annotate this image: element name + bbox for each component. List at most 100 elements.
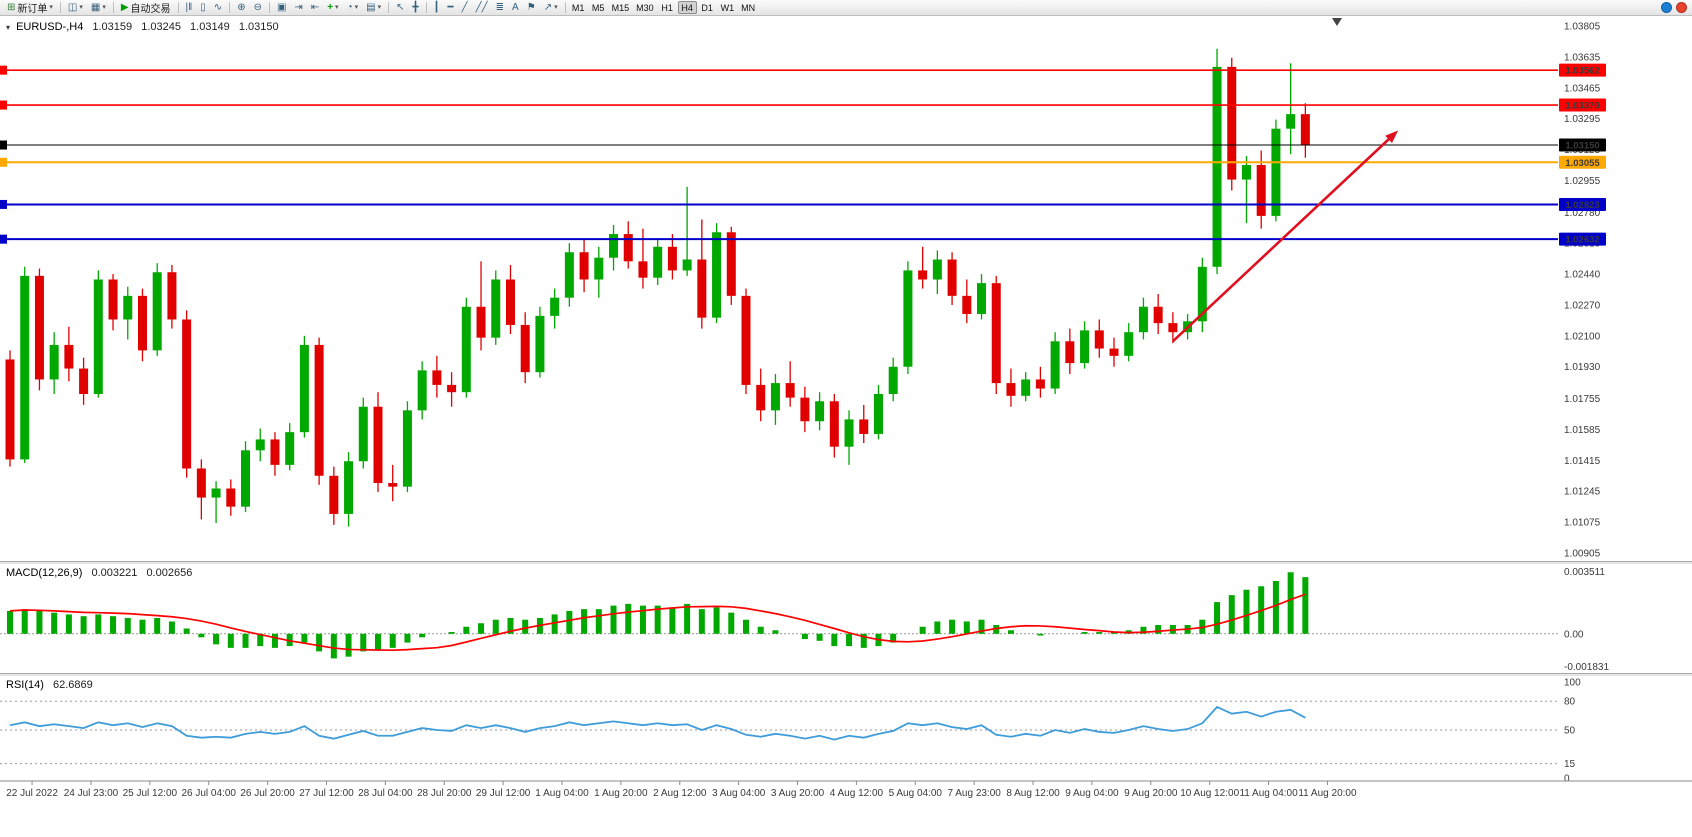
cursor-button[interactable]: ↖ [392,1,408,15]
time-axis-label: 29 Jul 12:00 [476,788,531,799]
candle-bull [653,246,663,278]
bar-chart-icon: |‖ [185,1,193,13]
tile-windows-button[interactable]: ▣ [273,1,290,15]
price-axis-label: 1.01755 [1564,394,1601,405]
status-icon-red[interactable] [1676,2,1687,13]
candle-bull [932,259,942,280]
chart-canvas[interactable]: 1.038051.036351.034651.032951.031251.029… [0,16,1692,837]
panel-separator [0,674,1692,676]
time-axis-label: 26 Jul 20:00 [240,788,295,799]
symbol-timeframe-label: EURUSD-,H4 [16,21,84,33]
candle-bull [1080,330,1090,364]
timeframe-button-h4[interactable]: H4 [677,1,697,14]
candle-bull [682,259,692,271]
horizontal-line-button[interactable]: ━ [444,1,458,15]
toolbar-separator [59,2,61,13]
candle-bear [314,344,324,476]
timeframe-button-m5[interactable]: M5 [591,2,605,13]
panel-separator[interactable] [0,561,1692,562]
time-axis-label: 25 Jul 12:00 [123,788,178,799]
candle-bear [1168,323,1178,333]
candle-bull [285,432,295,465]
trend-arrow[interactable] [1171,138,1390,343]
arrows-button[interactable]: ↗ ▾ [540,1,562,15]
chevron-down-icon: ▾ [354,4,359,11]
candle-bear [432,370,442,385]
candle-bull [844,419,854,447]
auto-scroll-button[interactable]: ⇥ [290,1,306,15]
zoom-in-button[interactable]: ⊕ [233,1,249,15]
candle-bear [137,295,147,351]
chart-shift-button[interactable]: ⇤ [307,1,323,15]
text-button[interactable]: A [508,1,523,15]
time-axis-label: 1 Aug 04:00 [535,788,589,799]
level-left-tag-resistance-1 [0,65,7,75]
price-tag-resistance-1 [1559,63,1606,77]
vertical-line-button[interactable]: ┃ [430,1,444,15]
chart-shift-marker[interactable] [1332,18,1342,26]
candle-bear [726,232,736,296]
timeframe-button-w1[interactable]: W1 [720,2,735,13]
timeframe-button-m30[interactable]: M30 [636,2,654,13]
time-axis-label: 11 Aug 04:00 [1239,788,1298,799]
timeframe-button-h1[interactable]: H1 [661,2,673,13]
macd-indicator-title: MACD(12,26,9) 0.003221 0.002656 [6,567,192,579]
timeframe-button-m1[interactable]: M1 [571,2,585,13]
panel-separator[interactable] [0,673,1692,674]
timeframe-button-mn[interactable]: MN [741,2,756,13]
candlestick-chart-button[interactable]: ▯ [196,1,210,15]
candle-bear [373,406,383,484]
candle-bull [594,257,604,280]
symbol-dropdown-icon[interactable]: ▾ [6,23,11,32]
time-axis-label: 27 Jul 12:00 [299,788,354,799]
candle-bull [550,297,560,316]
channel-button[interactable]: ╱╱ [472,1,492,15]
time-axis-label: 8 Aug 12:00 [1006,788,1060,799]
crosshair-button[interactable]: ╋ [408,1,422,15]
candle-bear [859,419,869,434]
price-axis-label: 1.02270 [1564,300,1601,311]
new-chart-button[interactable]: ◫ ▾ [64,1,87,15]
status-icon-blue[interactable] [1661,2,1672,13]
level-left-tag-resistance-2 [0,100,7,110]
candle-bear [270,439,280,465]
chart-title: ▾ EURUSD-,H4 1.03159 1.03245 1.03149 1.0… [6,21,279,33]
price-tag-support-1 [1559,197,1606,211]
price-axis-label: 1.03465 [1564,83,1601,94]
candle-bull [299,344,309,433]
price-tag-label-support-2: 1.02632 [1565,235,1599,246]
candlestick-icon: ▯ [200,1,206,13]
price-axis-label: 1.02955 [1564,176,1601,187]
price-tag-label-pivot-line: 1.03055 [1565,158,1600,169]
candle-bear [476,306,486,338]
templates-button[interactable]: ▤ ▾ [362,1,385,15]
timeframe-button-d1[interactable]: D1 [701,2,713,13]
level-left-tag-support-2 [0,234,7,244]
price-axis-label: 1.03635 [1564,52,1601,63]
toolbar: ⊞ 新订单 ▾ ◫ ▾ ▦ ▾ ▶ 自动交易 |‖ ▯ ∿ ⊕ ⊖ ▣ ⇥ ⇤ … [0,0,1692,16]
zoom-out-button[interactable]: ⊖ [250,1,266,15]
candle-bear [638,261,648,278]
trendline-button[interactable]: ╱ [458,1,472,15]
chart-plot-area[interactable] [0,16,1558,561]
indicators-button[interactable]: + ▾ [323,1,342,15]
periods-button[interactable]: ◔ ▾ [343,1,363,15]
toolbar-separator [112,2,114,13]
candle-bear [79,368,89,394]
profiles-button[interactable]: ▦ ▾ [87,1,110,15]
price-axis-label: 1.01930 [1564,362,1601,373]
ohlc-low: 1.03149 [190,21,230,33]
text-label-button[interactable]: ⚑ [523,1,540,15]
candle-bull [1212,66,1222,267]
fibonacci-button[interactable]: ≣ [492,1,508,15]
macd-scale-label: -0.001831 [1564,662,1609,673]
time-axis-label: 3 Aug 04:00 [712,788,766,799]
rsi-scale-label: 50 [1564,726,1576,737]
new-order-button[interactable]: ⊞ 新订单 ▾ [3,1,57,15]
autotrading-button[interactable]: ▶ 自动交易 [117,1,175,15]
time-axis-label: 26 Jul 04:00 [181,788,236,799]
timeframe-button-m15[interactable]: M15 [611,2,630,13]
zoom-in-icon: ⊕ [237,1,246,13]
bar-chart-button[interactable]: |‖ [182,1,197,15]
line-chart-button[interactable]: ∿ [210,1,226,15]
